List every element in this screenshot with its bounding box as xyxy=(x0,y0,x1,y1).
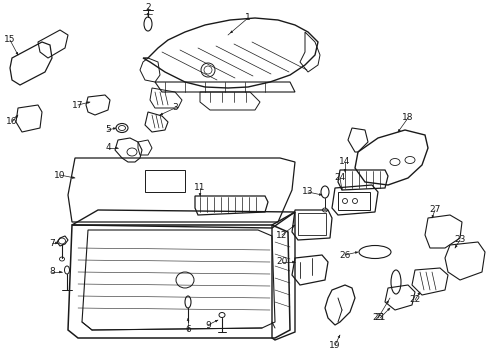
Text: 8: 8 xyxy=(49,267,55,276)
Text: 26: 26 xyxy=(339,251,350,260)
Text: 22: 22 xyxy=(408,296,420,305)
Text: 16: 16 xyxy=(6,117,18,126)
Text: 21: 21 xyxy=(373,314,385,323)
Text: 2: 2 xyxy=(145,4,150,13)
Text: 3: 3 xyxy=(172,104,178,112)
Text: 1: 1 xyxy=(244,13,250,22)
Text: 10: 10 xyxy=(54,171,65,180)
Text: 24: 24 xyxy=(334,174,345,183)
Text: 20: 20 xyxy=(276,257,287,266)
Text: 7: 7 xyxy=(49,238,55,248)
Bar xyxy=(145,170,184,192)
Bar xyxy=(337,192,369,210)
Text: 5: 5 xyxy=(105,126,111,135)
Text: 9: 9 xyxy=(204,320,210,329)
Text: 18: 18 xyxy=(402,113,413,122)
Text: 27: 27 xyxy=(428,206,440,215)
Text: 25: 25 xyxy=(371,314,383,323)
Text: 19: 19 xyxy=(328,341,340,350)
Text: 23: 23 xyxy=(453,235,465,244)
Text: 12: 12 xyxy=(276,230,287,239)
Text: 15: 15 xyxy=(4,36,16,45)
Text: 14: 14 xyxy=(339,158,350,166)
Text: 11: 11 xyxy=(194,184,205,193)
Text: 17: 17 xyxy=(72,100,83,109)
Text: 13: 13 xyxy=(302,188,313,197)
Text: 4: 4 xyxy=(105,144,111,153)
Text: 6: 6 xyxy=(185,325,190,334)
Bar xyxy=(297,213,325,235)
